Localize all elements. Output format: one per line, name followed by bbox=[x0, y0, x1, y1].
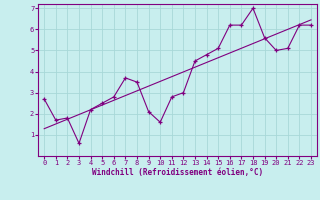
X-axis label: Windchill (Refroidissement éolien,°C): Windchill (Refroidissement éolien,°C) bbox=[92, 168, 263, 177]
